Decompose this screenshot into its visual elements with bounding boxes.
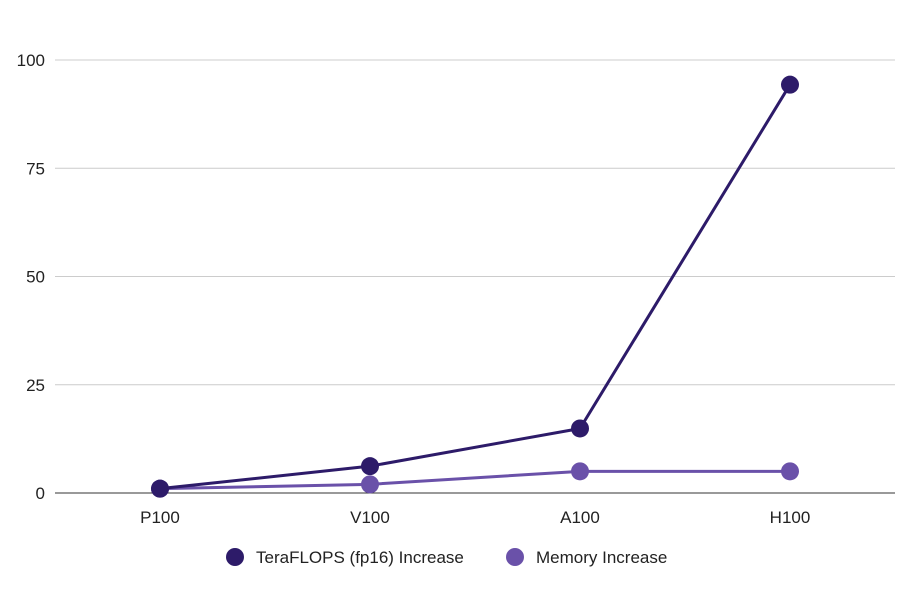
x-tick-label: P100 bbox=[140, 508, 180, 527]
legend-marker bbox=[506, 548, 524, 566]
data-point bbox=[781, 75, 799, 94]
series bbox=[151, 75, 799, 498]
y-tick-label: 75 bbox=[26, 159, 45, 178]
series-line bbox=[159, 469, 790, 491]
gridlines bbox=[55, 59, 895, 386]
y-axis-tick-labels: 0 25 50 75 100 bbox=[17, 51, 45, 503]
y-tick-label: 25 bbox=[26, 376, 45, 395]
x-axis-tick-labels: P100 V100 A100 H100 bbox=[140, 508, 810, 527]
x-tick-label: V100 bbox=[350, 508, 390, 527]
legend-label: TeraFLOPS (fp16) Increase bbox=[256, 548, 464, 567]
legend-marker bbox=[226, 548, 244, 566]
series-0 bbox=[151, 75, 799, 498]
legend-item: Memory Increase bbox=[506, 548, 667, 567]
y-tick-label: 0 bbox=[36, 484, 45, 503]
x-tick-label: H100 bbox=[770, 508, 811, 527]
legend: TeraFLOPS (fp16) Increase Memory Increase bbox=[226, 548, 667, 567]
data-point bbox=[781, 462, 799, 481]
data-point bbox=[151, 479, 169, 498]
legend-label: Memory Increase bbox=[536, 548, 667, 567]
data-point bbox=[571, 419, 589, 438]
data-point bbox=[361, 457, 379, 476]
legend-item: TeraFLOPS (fp16) Increase bbox=[226, 548, 464, 567]
y-tick-label: 100 bbox=[17, 51, 45, 70]
x-tick-label: A100 bbox=[560, 508, 600, 527]
data-point bbox=[571, 462, 589, 481]
data-point bbox=[361, 475, 379, 494]
series-line bbox=[159, 83, 792, 491]
y-tick-label: 50 bbox=[26, 268, 45, 287]
